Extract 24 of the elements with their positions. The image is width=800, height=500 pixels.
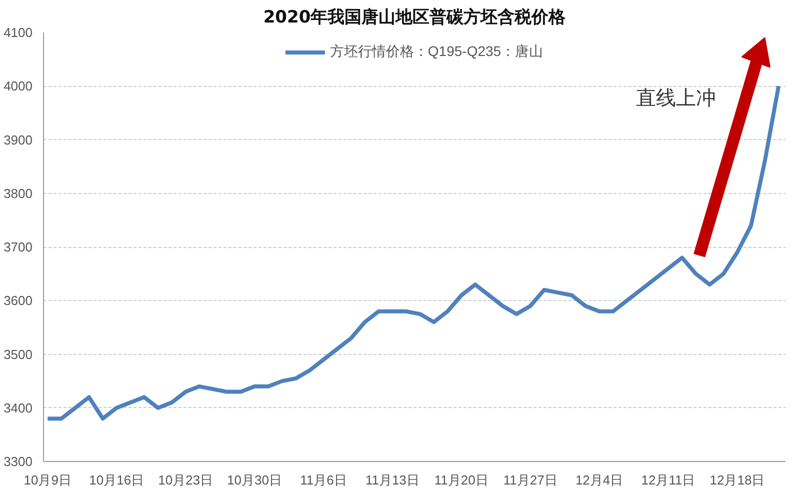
y-tick-label: 3500	[4, 346, 32, 362]
line-series	[46, 84, 781, 421]
x-tick-label: 12月18日	[710, 472, 765, 488]
x-tick-label: 11月27日	[503, 472, 558, 488]
annotation: 直线上冲	[636, 86, 716, 110]
x-tick-label: 11月6日	[300, 472, 347, 488]
y-tick-label: 3800	[4, 186, 32, 201]
y-tick-label: 3400	[4, 400, 32, 416]
y-tick-label: 3700	[4, 240, 32, 254]
legend-label: 方坯行情价格：Q195-Q235：唐山	[330, 43, 544, 61]
y-tick-label: 3300	[4, 454, 32, 469]
x-tick-label: 12月11日	[641, 472, 696, 488]
x-tick-label: 11月20日	[434, 472, 488, 488]
x-tick-label: 11月13日	[365, 472, 420, 488]
y-tick-label: 3600	[4, 293, 32, 308]
y-tick-label: 4000	[4, 78, 32, 94]
x-tick-label: 10月16日	[89, 472, 144, 488]
chart-title: 2020年我国唐山地区普碳方坯含税价格	[263, 6, 567, 28]
x-tick-label: 10月9日	[24, 472, 72, 488]
x-tick-label: 10月23日	[158, 472, 214, 488]
x-tick-label: 12月4日	[575, 472, 624, 488]
x-tick-label: 10月30日	[227, 472, 282, 488]
y-tick-label: 3900	[4, 132, 32, 148]
y-tick-label: 4100	[4, 25, 32, 40]
